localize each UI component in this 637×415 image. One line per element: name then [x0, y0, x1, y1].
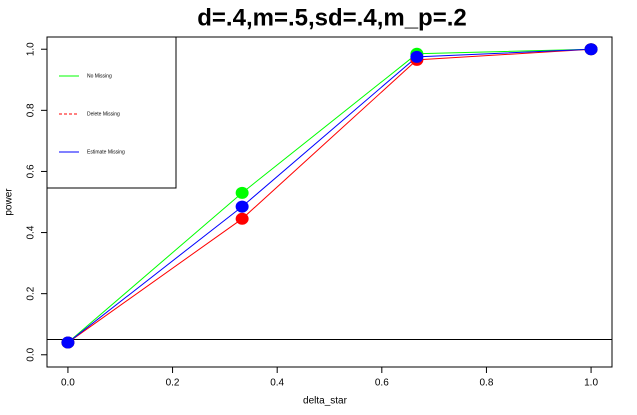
series-line: [67, 48, 592, 343]
x-tick-label: 0.8: [479, 378, 493, 389]
point: [61, 336, 75, 349]
x-axis-label: delta_star: [303, 396, 348, 407]
series-line: [67, 48, 592, 343]
point: [584, 43, 598, 56]
x-tick-label: 0.2: [166, 378, 180, 389]
point: [235, 212, 249, 225]
legend-label: Delete Missing: [87, 111, 120, 117]
x-tick-label: 0.4: [270, 378, 284, 389]
legend-box: [46, 36, 177, 189]
y-tick-label: 0.8: [26, 103, 37, 117]
y-tick-label: 0.4: [26, 225, 37, 239]
point: [235, 200, 249, 213]
y-tick-label: 0.6: [26, 164, 37, 178]
point: [410, 50, 424, 63]
point: [235, 186, 249, 199]
x-tick-label: 0.6: [375, 378, 389, 389]
legend-label: No Missing: [87, 73, 112, 79]
plot-frame: [46, 36, 613, 368]
y-axis-label: power: [4, 188, 15, 216]
y-tick-label: 1.0: [26, 42, 37, 56]
chart-title: d=.4,m=.5,sd=.4,m_p=.2: [197, 4, 466, 31]
series-line: [67, 48, 592, 343]
legend-label: Estimate Missing: [87, 149, 125, 155]
x-tick-label: 0.0: [61, 378, 75, 389]
x-tick-label: 1.0: [584, 378, 598, 389]
y-tick-label: 0.0: [26, 347, 37, 361]
y-tick-label: 0.2: [26, 286, 37, 300]
